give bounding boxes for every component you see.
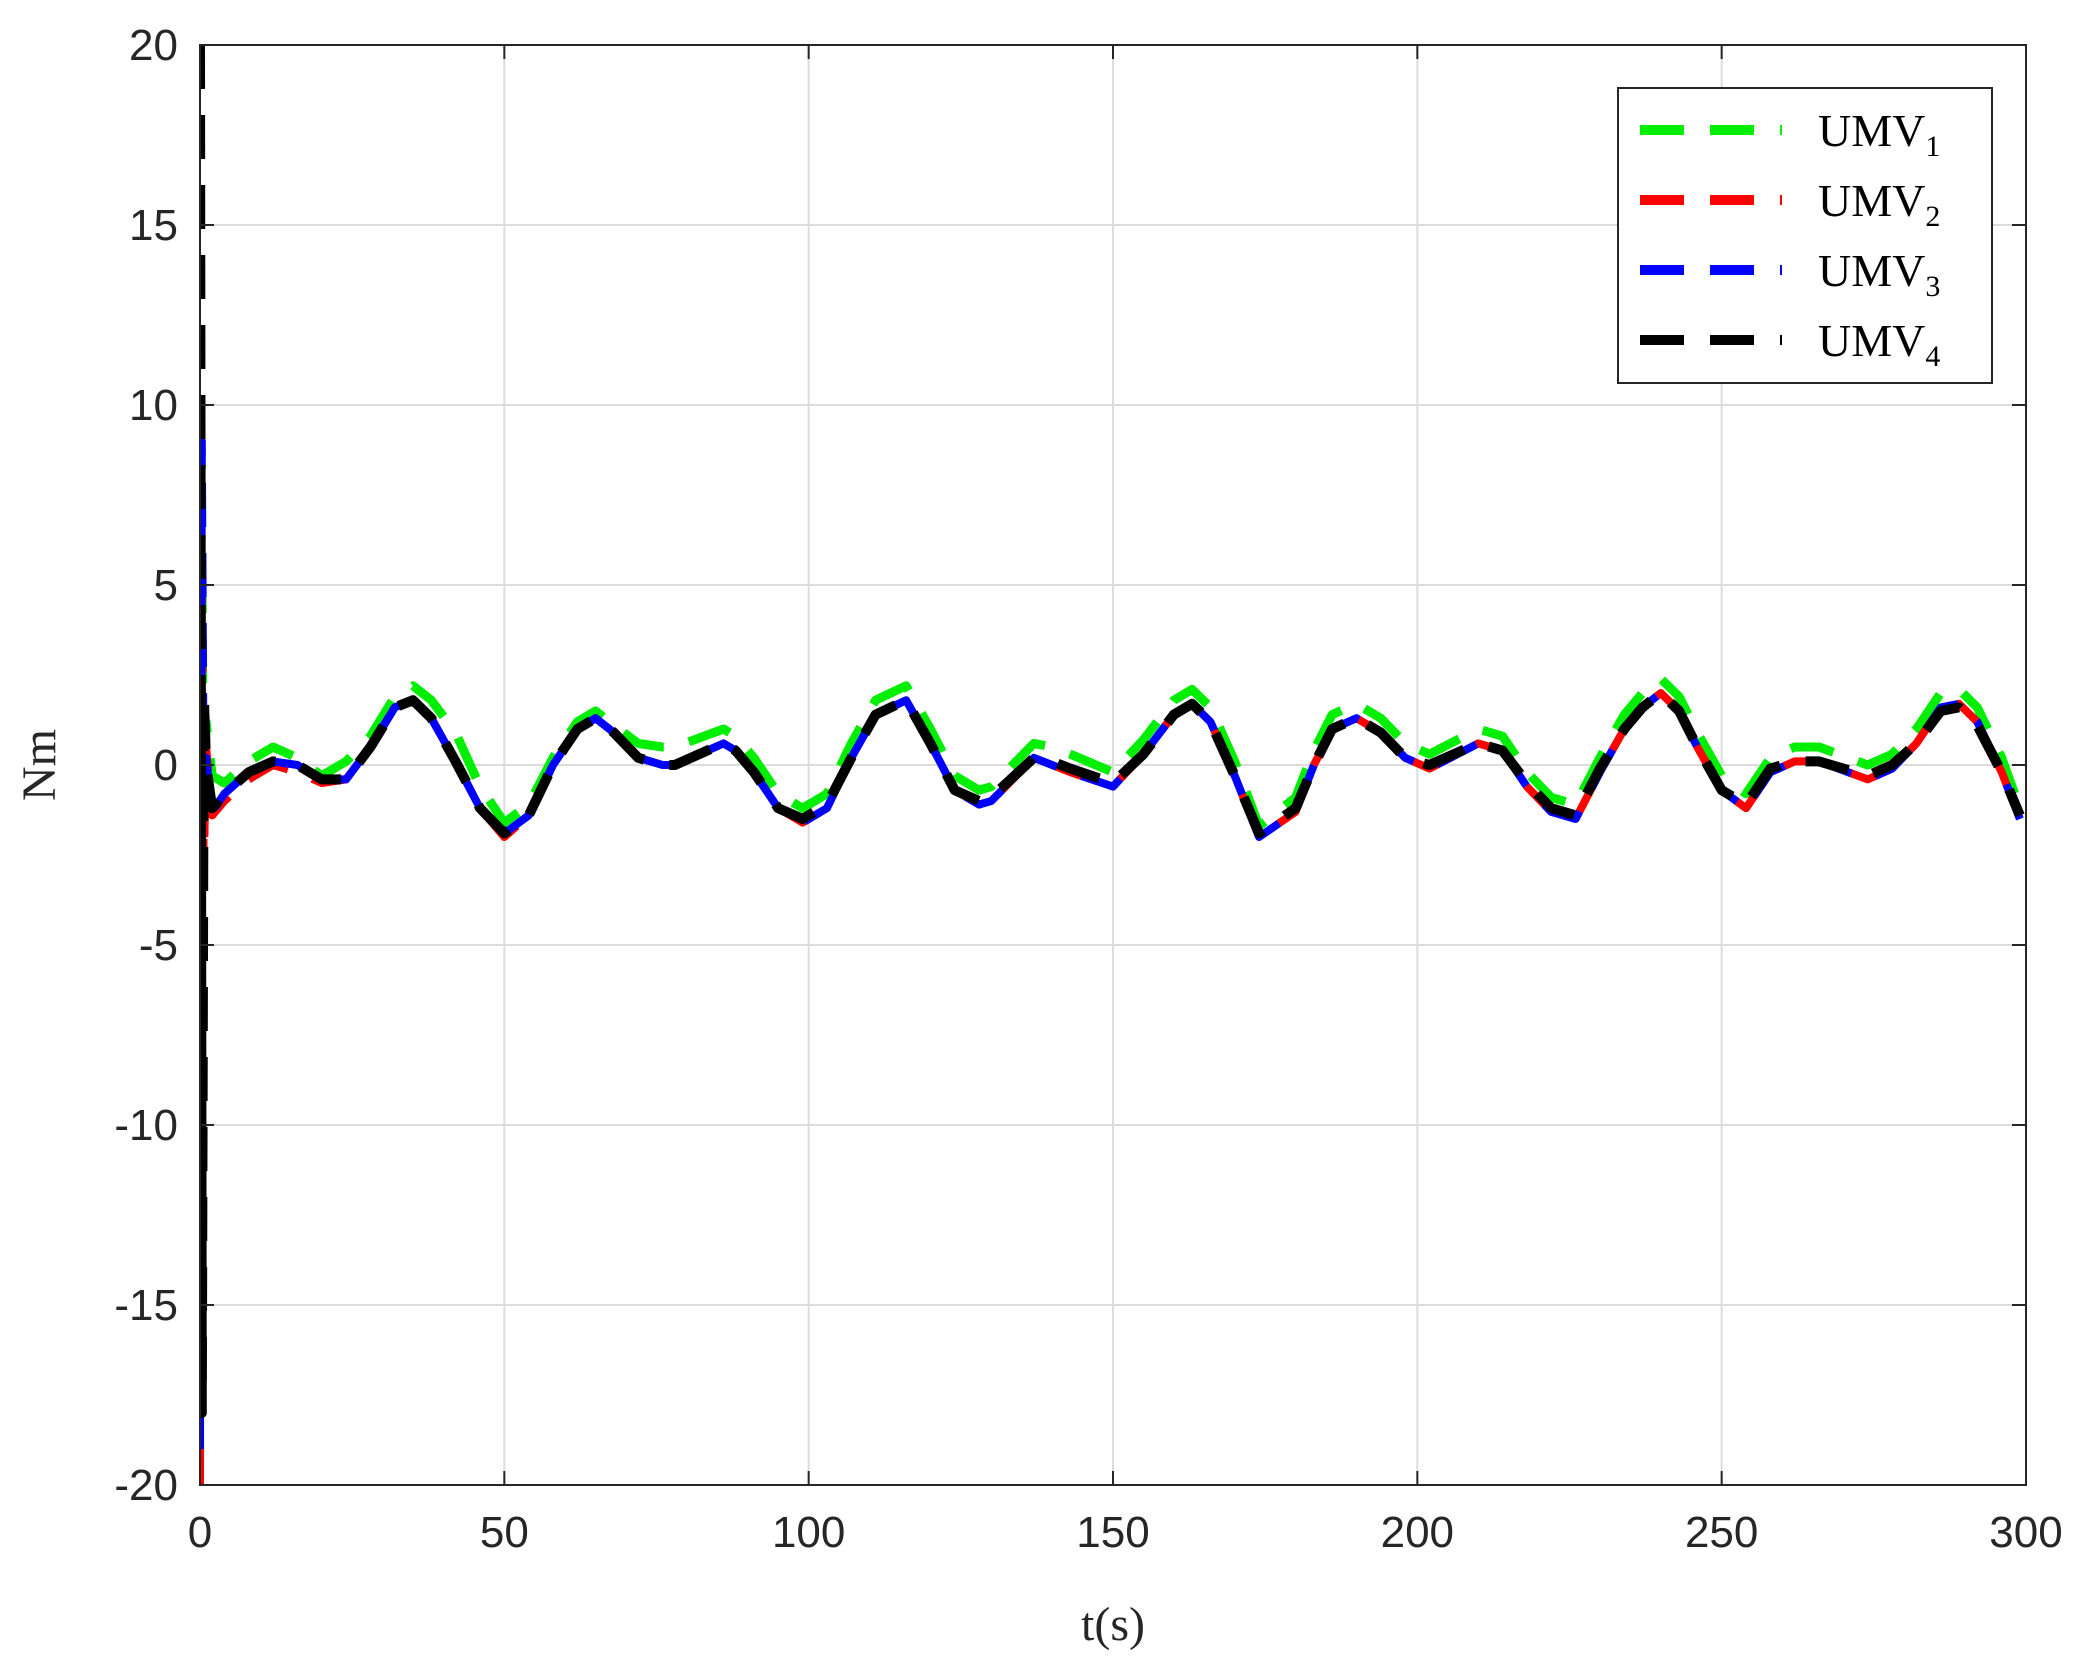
y-tick-label: -20 [114, 1461, 178, 1510]
ticks [199, 44, 2027, 1486]
series-line-umv4 [200, 45, 2025, 1418]
x-tick-label: 300 [1989, 1508, 2062, 1557]
y-tick-label: -15 [114, 1281, 178, 1330]
y-tick-labels: -20 -15 -10 -5 0 5 10 15 20 [114, 21, 178, 1510]
y-tick-label: 20 [129, 21, 178, 70]
series-line-umv1 [200, 544, 2025, 1090]
legend: UMV1 UMV2 UMV3 UMV4 [1617, 87, 1993, 384]
legend-entry: UMV1 [1818, 105, 1940, 163]
x-axis-label: t(s) [1081, 1598, 1145, 1651]
y-tick-label: -10 [114, 1101, 178, 1150]
x-tick-labels: 0 50 100 150 200 250 300 [188, 1508, 2063, 1557]
legend-entry: UMV3 [1818, 245, 1940, 303]
series-line-umv3 [200, 437, 2024, 1450]
legend-entry: UMV2 [1818, 175, 1940, 233]
x-tick-label: 50 [480, 1508, 529, 1557]
y-tick-label: 5 [154, 561, 178, 610]
y-tick-label: 15 [129, 201, 178, 250]
legend-box [1617, 87, 1993, 384]
x-tick-label: 0 [188, 1508, 212, 1557]
x-tick-label: 250 [1685, 1508, 1758, 1557]
y-axis-label: Nm [13, 729, 66, 801]
y-tick-label: 10 [129, 381, 178, 430]
y-tick-label: -5 [139, 921, 178, 970]
x-tick-label: 150 [1076, 1508, 1149, 1557]
y-tick-label: 0 [154, 741, 178, 790]
x-tick-label: 100 [772, 1508, 845, 1557]
legend-entry: UMV4 [1818, 315, 1940, 373]
series-group [200, 45, 2025, 1485]
x-tick-label: 200 [1381, 1508, 1454, 1557]
